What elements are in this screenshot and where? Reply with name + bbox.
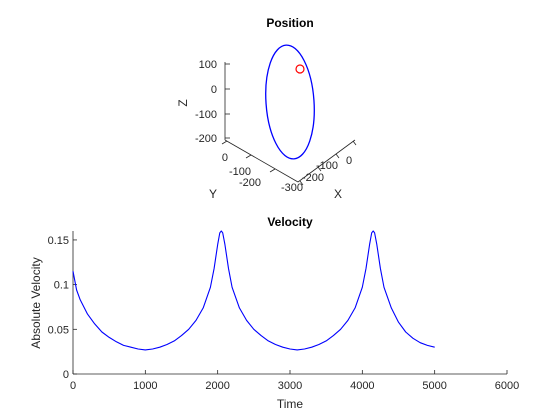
velocity-x-tick-label: 3000 [278,380,302,392]
position-y-axis [224,139,299,183]
velocity-x-label: Time [277,397,304,411]
velocity-series [72,230,435,351]
position-z-tick-label: -200 [195,133,217,145]
position-x-tick [352,140,357,146]
position-y-tick-label: -200 [239,177,261,189]
velocity-y-label: Absolute Velocity [29,257,43,348]
velocity-axes [72,231,507,375]
velocity-x-tick-label: 6000 [495,380,519,392]
position-y-tick-label: -100 [229,166,251,178]
position-z-tick-label: 0 [211,84,217,96]
position-title: Position [266,16,313,30]
velocity-x-tick-label: 5000 [422,380,446,392]
position-y-tick [221,140,228,145]
position-z-tick-label: 100 [199,59,217,71]
velocity-x-tick-label: 0 [70,380,76,392]
position-z-label: Z [176,99,190,106]
position-y-tick [245,154,252,159]
position-chart: Position 100 0 -100 -200 Z -200 -100 0 Y… [176,16,357,201]
position-x-tick [317,166,322,172]
position-x-axis [297,139,356,183]
position-x-tick-label: -300 [281,182,303,194]
velocity-y-tick-label: 0.05 [48,324,69,336]
position-x-tick-label: -100 [316,160,338,172]
position-marker [295,64,305,74]
position-orbit-line [265,44,315,160]
velocity-y-tick-label: 0.1 [54,280,69,292]
position-x-tick-label: 0 [346,155,352,167]
velocity-y-tick-label: 0.15 [48,235,69,247]
velocity-ticks: 0 1000 2000 3000 4000 5000 6000 0 0.05 0.1 0.15 [48,235,520,392]
position-x-tick [299,180,304,186]
velocity-x-tick-label: 2000 [205,380,229,392]
position-y-label: Y [209,187,217,201]
velocity-x-tick-label: 4000 [350,380,374,392]
velocity-chart: Velocity Absolute Velocity Time 0 1000 200… [29,215,519,411]
velocity-y-tick-label: 0 [63,369,69,381]
position-y-tick [269,168,276,173]
position-x-tick-label: -200 [302,172,324,184]
velocity-series-line [72,230,435,351]
position-y-tick-label: 0 [222,152,228,164]
position-z-tick-label: -100 [195,109,217,121]
velocity-x-tick-label: 1000 [133,380,157,392]
velocity-title: Velocity [267,215,313,229]
position-x-label: X [334,187,342,201]
position-x-tick [335,153,340,159]
